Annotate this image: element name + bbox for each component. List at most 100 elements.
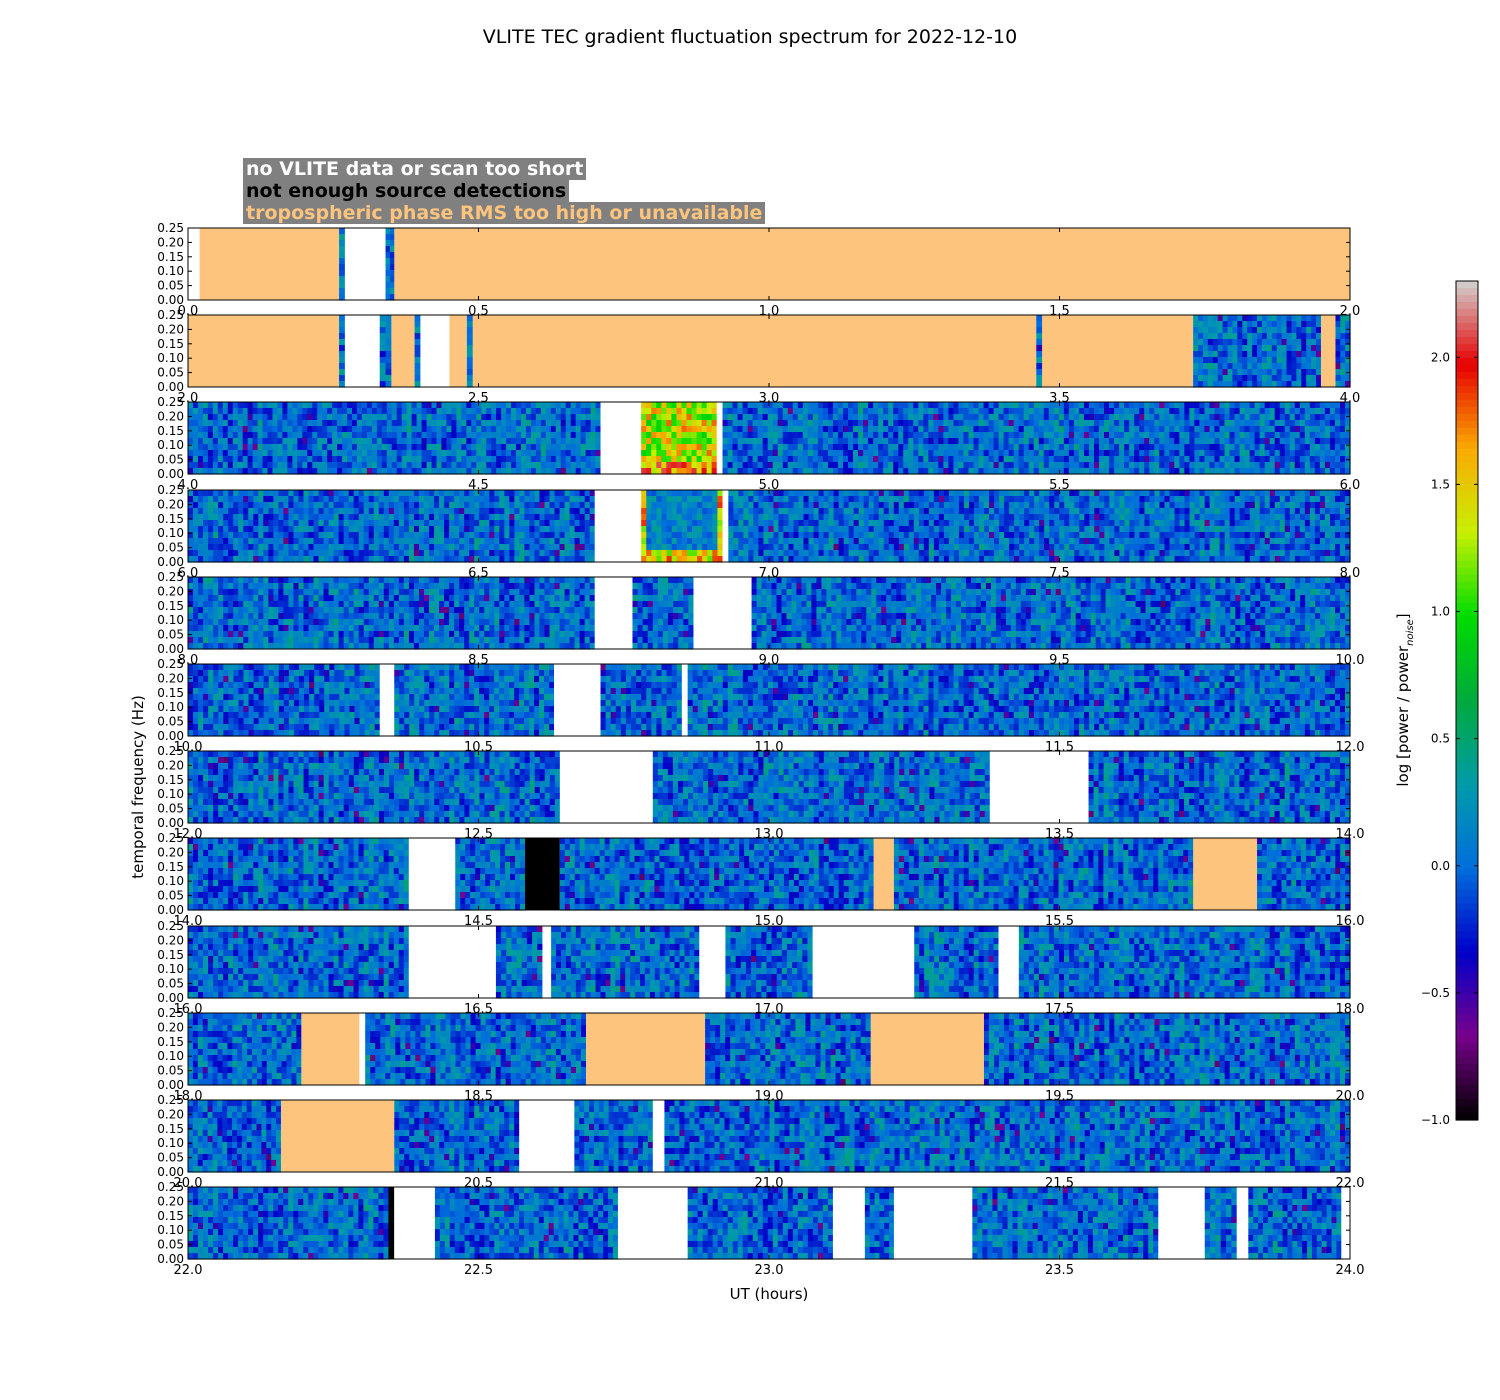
- spectrum-cell: [213, 550, 219, 557]
- spectrum-cell: [575, 444, 582, 451]
- spectrum-cell: [348, 502, 355, 509]
- spectrum-cell: [282, 426, 288, 433]
- spectrum-cell: [516, 426, 522, 433]
- spectrum-cell: [1284, 468, 1291, 475]
- spectrum-cell: [752, 432, 759, 439]
- spectrum-cell: [848, 462, 854, 469]
- spectrum-cell: [283, 502, 290, 509]
- spectrum-cell: [1159, 444, 1165, 451]
- spectrum-cell: [1038, 432, 1045, 439]
- spectrum-cell: [878, 520, 885, 527]
- spectrum-cell: [993, 420, 1000, 427]
- spectrum-cell: [1254, 408, 1261, 415]
- spectrum-cell: [288, 538, 295, 545]
- spectrum-cell: [368, 496, 375, 503]
- spectrum-cell: [1179, 402, 1185, 409]
- spectrum-cell: [337, 456, 343, 463]
- spectrum-cell: [727, 468, 734, 475]
- spectrum-cell: [717, 496, 724, 503]
- spectrum-cell: [681, 414, 688, 421]
- spectrum-cell: [1264, 462, 1271, 469]
- spectrum-cell: [233, 520, 239, 527]
- spectrum-cell: [381, 408, 388, 415]
- spectrum-cell: [828, 556, 835, 563]
- spectrum-cell: [641, 408, 647, 415]
- spectrum-cell: [706, 468, 713, 475]
- spectrum-cell: [307, 402, 313, 409]
- spectrum-cell: [268, 496, 274, 503]
- spectrum-cell: [192, 444, 199, 451]
- spectrum-cell: [953, 414, 960, 421]
- spectrum-cell: [474, 496, 480, 503]
- spectrum-cell: [1048, 468, 1055, 475]
- spectrum-cell: [501, 402, 507, 409]
- spectrum-cell: [1229, 420, 1236, 427]
- spectrum-cell: [371, 450, 378, 457]
- spectrum-cell: [913, 496, 920, 503]
- spectrum-cell: [464, 520, 470, 527]
- spectrum-cell: [753, 520, 760, 527]
- spectrum-cell: [323, 538, 330, 545]
- spectrum-cell: [343, 496, 350, 503]
- spectrum-cell: [908, 468, 914, 475]
- spectrum-cell: [550, 420, 557, 427]
- spectrum-cell: [1261, 351, 1268, 358]
- spectrum-cell: [501, 468, 507, 475]
- spectrum-cell: [486, 426, 492, 433]
- spectrum-cell: [1063, 420, 1070, 427]
- spectrum-cell: [441, 444, 448, 451]
- spectrum-cell: [822, 468, 829, 475]
- spectrum-cell: [737, 462, 744, 469]
- spectrum-cell: [461, 462, 467, 469]
- spectrum-cell: [203, 550, 209, 557]
- spectrum-cell: [1179, 426, 1185, 433]
- spectrum-cell: [712, 526, 719, 533]
- spectrum-cell: [222, 432, 229, 439]
- spectrum-cell: [823, 496, 830, 503]
- spectrum-cell: [858, 550, 865, 557]
- spectrum-cell: [1124, 462, 1130, 469]
- spectrum-cell: [671, 538, 678, 545]
- spectrum-cell: [1222, 321, 1229, 328]
- spectrum-cell: [898, 444, 904, 451]
- spectrum-cell: [1259, 450, 1266, 457]
- spectrum-cell: [494, 508, 500, 515]
- spectrum-cell: [434, 502, 440, 509]
- spectrum-cell: [1189, 450, 1195, 457]
- spectrum-cell: [569, 502, 576, 509]
- spectrum-cell: [524, 490, 531, 497]
- spectrum-cell: [570, 450, 577, 457]
- spectrum-cell: [580, 432, 587, 439]
- spectrum-cell: [1008, 444, 1015, 451]
- spectrum-cell: [1261, 315, 1268, 322]
- spectrum-cell: [1339, 468, 1346, 475]
- spectrum-cell: [1043, 432, 1050, 439]
- spectrum-cell: [1194, 444, 1200, 451]
- spectrum-cell: [686, 414, 693, 421]
- spectrum-cell: [772, 426, 779, 433]
- spectrum-cell: [722, 456, 729, 463]
- spectrum-cell: [738, 520, 744, 527]
- spectrum-cell: [1164, 414, 1170, 421]
- spectrum-cell: [707, 526, 713, 533]
- spectrum-cell: [1304, 432, 1311, 439]
- spectrum-cell: [1134, 432, 1140, 439]
- spectrum-cell: [386, 408, 393, 415]
- spectrum-cell: [1214, 462, 1221, 469]
- spectrum-cell: [288, 544, 295, 551]
- spectrum-cell: [530, 450, 537, 457]
- spectrum-cell: [193, 508, 199, 515]
- spectrum-cell: [391, 420, 398, 427]
- spectrum-cell: [444, 532, 450, 539]
- spectrum-cell: [671, 414, 678, 421]
- spectrum-cell: [1129, 450, 1135, 457]
- spectrum-cell: [1340, 381, 1346, 388]
- spectrum-cell: [466, 351, 474, 358]
- spectrum-cell: [1274, 432, 1281, 439]
- spectrum-cell: [807, 414, 814, 421]
- spectrum-cell: [555, 414, 562, 421]
- spectrum-cell: [1247, 315, 1253, 322]
- spectrum-cell: [550, 414, 557, 421]
- spectrum-cell: [363, 526, 370, 533]
- spectrum-cell: [666, 532, 673, 539]
